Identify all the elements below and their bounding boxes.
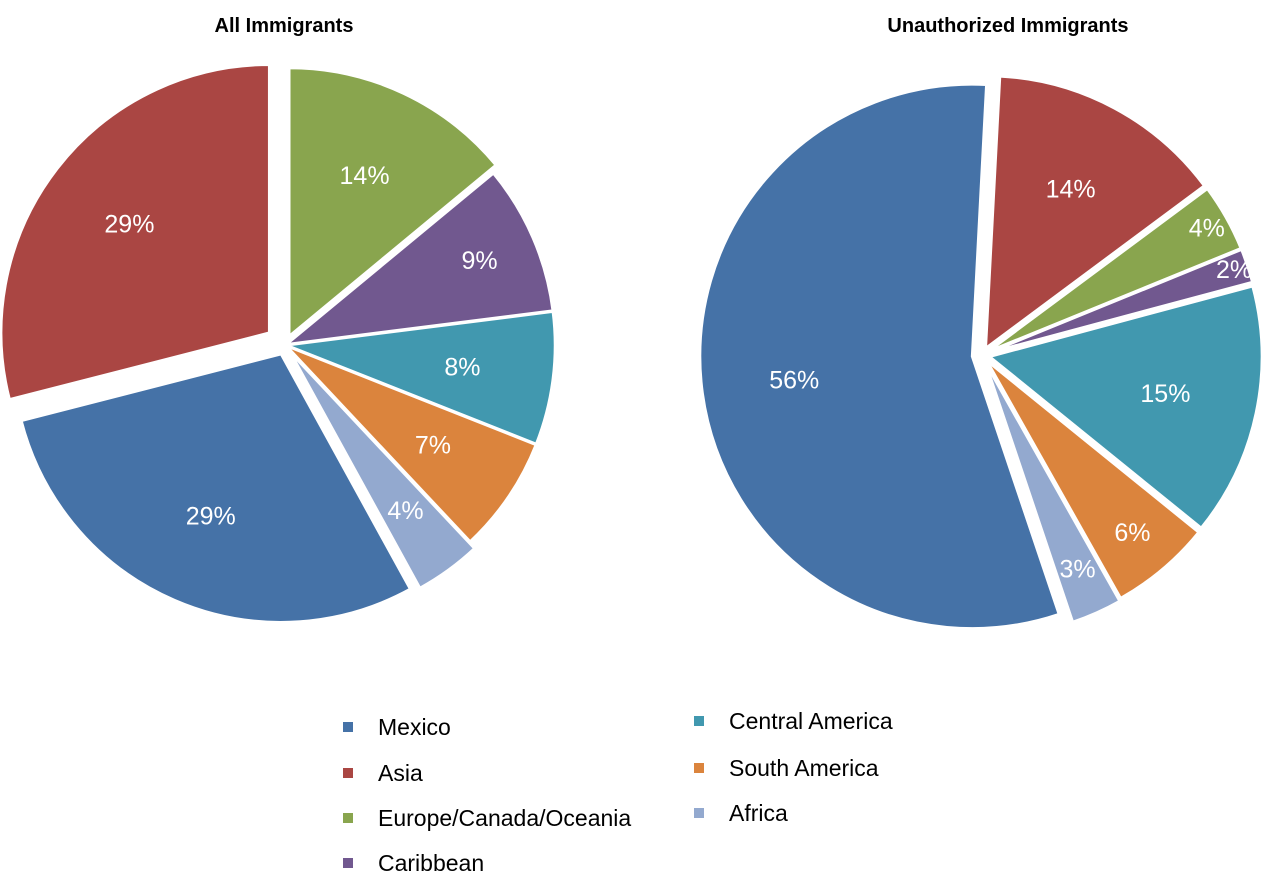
legend-swatch-asia — [343, 768, 353, 778]
legend-item-caribbean: Caribbean — [343, 848, 484, 878]
pie-slice-asia — [984, 75, 1206, 351]
legend-swatch-europe-canada-oceania — [343, 813, 353, 823]
data-label-europe-canada-oceania: 4% — [1189, 214, 1225, 242]
data-label-asia: 14% — [1046, 176, 1096, 204]
data-label-africa: 3% — [1060, 556, 1096, 584]
pie-slice-mexico — [19, 352, 412, 624]
legend-label-europe-canada-oceania: Europe/Canada/Oceania — [378, 804, 632, 831]
legend-label-south-america: South America — [729, 754, 879, 781]
data-label-south-america: 6% — [1114, 519, 1150, 547]
pie-slice-asia — [0, 63, 271, 401]
pie-slice-caribbean — [282, 171, 555, 346]
pie-slice-africa — [984, 363, 1122, 624]
legend-swatch-mexico — [343, 722, 353, 732]
data-label-mexico: 56% — [769, 367, 819, 395]
legend-swatch-central-america — [694, 716, 704, 726]
data-label-south-america: 7% — [415, 432, 451, 460]
pie-all-immigrants: 14% 9% 8% 7% 4% 29% 29% — [0, 63, 557, 624]
pie-slice-south-america — [986, 360, 1201, 600]
legend-label-asia: Asia — [378, 759, 423, 786]
legend-item-asia: Asia — [343, 758, 423, 788]
legend-label-caribbean: Caribbean — [378, 849, 485, 876]
pie-slice-mexico — [698, 83, 1061, 630]
pie-slice-central-america — [286, 310, 557, 446]
legend-swatch-caribbean — [343, 858, 353, 868]
pie-slice-europe-canada-oceania — [988, 187, 1243, 353]
data-label-central-america: 15% — [1140, 380, 1190, 408]
legend-swatch-africa — [694, 808, 704, 818]
legend-swatch-south-america — [694, 763, 704, 773]
data-label-europe-canada-oceania: 14% — [340, 162, 390, 190]
data-label-mexico: 29% — [186, 503, 236, 531]
pie-slice-europe-canada-oceania — [288, 66, 498, 339]
data-label-caribbean: 2% — [1216, 256, 1252, 284]
data-label-asia: 29% — [104, 210, 154, 238]
data-label-central-america: 8% — [444, 353, 480, 381]
pie-charts: All Immigrants Unauthorized Immigrants 1… — [0, 15, 1264, 630]
legend-item-mexico: Mexico — [343, 712, 451, 742]
pie-slice-africa — [289, 352, 477, 590]
legend-label-central-america: Central America — [729, 707, 893, 734]
pie-slice-central-america — [987, 284, 1264, 530]
data-label-africa: 4% — [387, 497, 423, 525]
pie-slice-south-america — [285, 344, 538, 544]
legend-label-mexico: Mexico — [378, 713, 451, 740]
pie-slice-caribbean — [989, 248, 1254, 354]
legend-item-south-america: South America — [694, 753, 879, 783]
data-label-caribbean: 9% — [461, 247, 497, 275]
legend-item-europe-canada-oceania: Europe/Canada/Oceania — [343, 803, 631, 833]
chart-title-all-immigrants: All Immigrants — [215, 15, 354, 37]
pie-unauthorized-immigrants: 14% 4% 2% 15% 6% 3% 56% — [698, 75, 1264, 630]
legend-label-africa: Africa — [729, 799, 788, 826]
legend-item-africa: Africa — [694, 798, 788, 828]
chart-title-unauthorized-immigrants: Unauthorized Immigrants — [887, 15, 1128, 37]
legend-item-central-america: Central America — [694, 706, 893, 736]
